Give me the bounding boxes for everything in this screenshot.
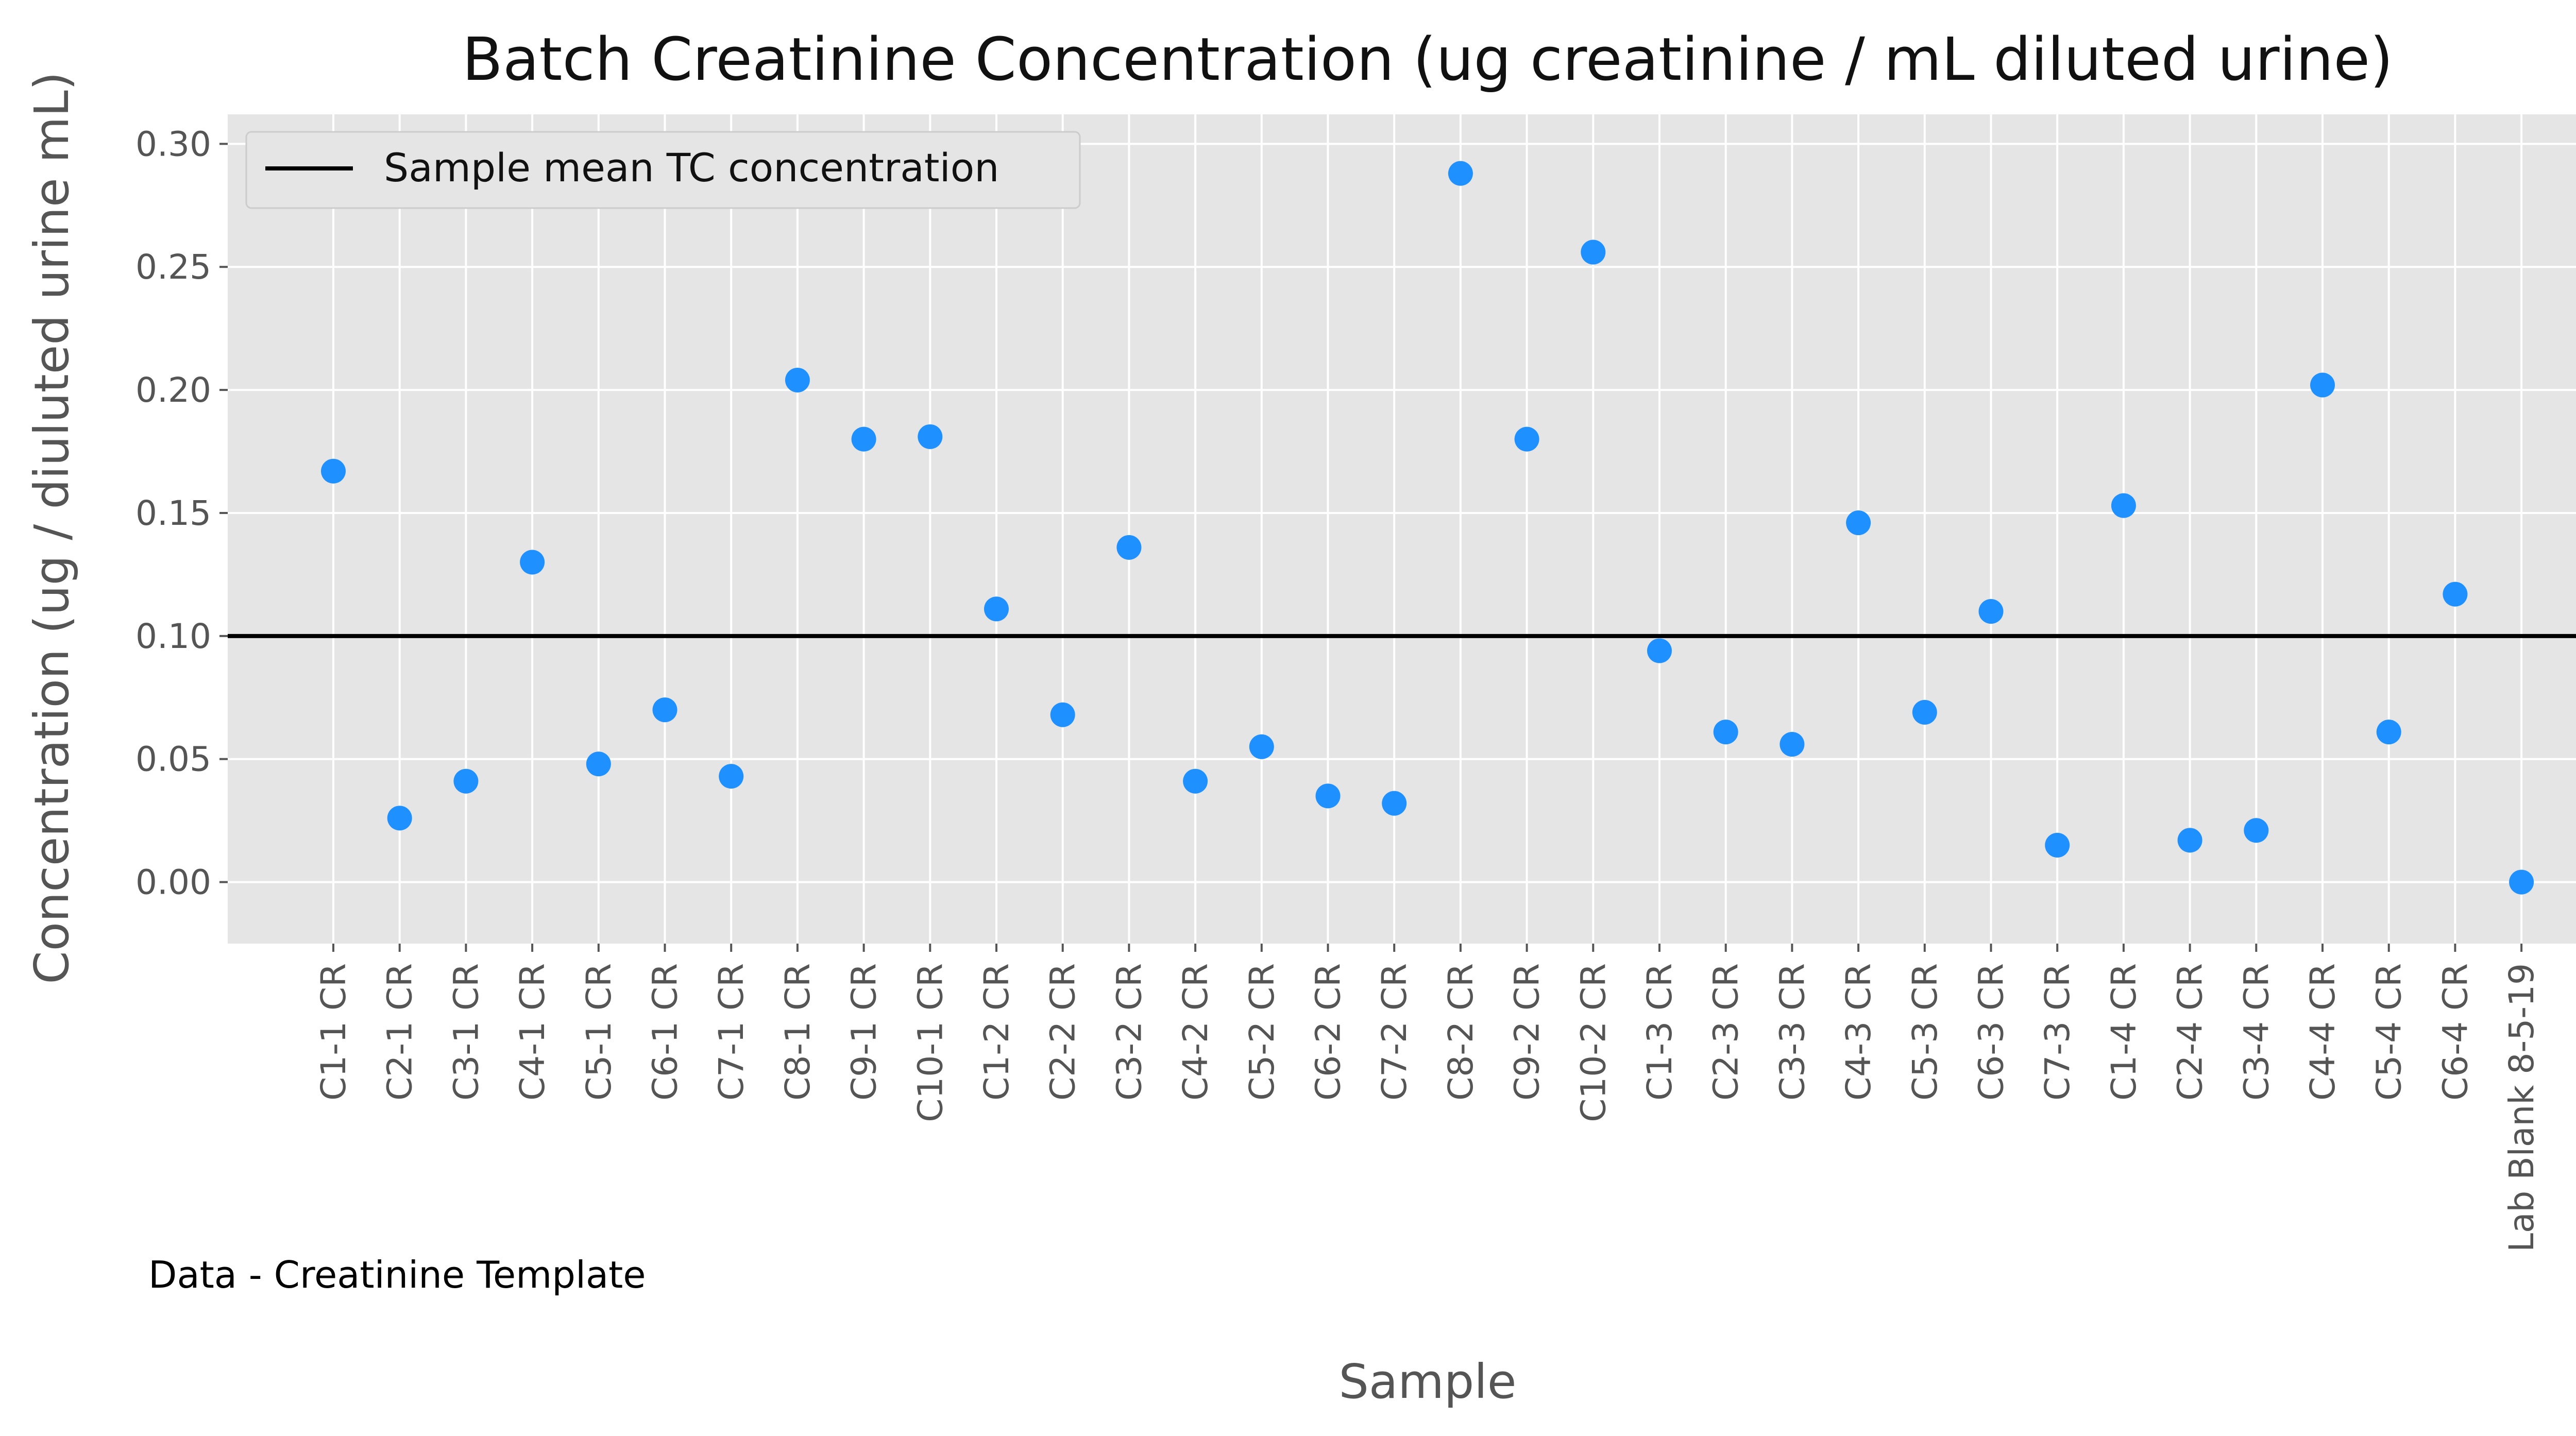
legend-box <box>245 131 1081 209</box>
y-tick-label: 0.00 <box>135 863 211 902</box>
x-axis-ticks: C1-1 CR C2-1 CR C3-1 CR C4-1 CR C5-1 CR C6-1 … <box>314 944 2541 1252</box>
data-point <box>1448 161 1473 186</box>
y-tick-label: 0.15 <box>135 493 211 533</box>
x-tick-label: C4-4 CR <box>2303 963 2343 1101</box>
data-point <box>1514 426 1539 452</box>
x-tick-label: C10-2 CR <box>1573 963 1613 1122</box>
x-tick-label: C5-1 CR <box>579 963 619 1101</box>
data-point <box>1647 638 1672 663</box>
data-point <box>1978 599 2004 624</box>
data-point <box>586 751 611 777</box>
data-point <box>1315 783 1341 809</box>
data-points <box>321 161 2534 895</box>
data-point <box>984 596 1009 622</box>
data-point <box>321 458 346 484</box>
x-tick-label: C3-4 CR <box>2236 963 2276 1101</box>
data-point <box>1912 699 1937 725</box>
y-axis-title: Concentration (ug / diuluted urine mL) <box>24 72 79 984</box>
x-tick-label: C9-2 CR <box>1507 963 1547 1101</box>
x-tick-label: C4-2 CR <box>1176 963 1215 1101</box>
data-point <box>1780 732 1805 757</box>
x-tick-label: C6-1 CR <box>646 963 685 1101</box>
data-point <box>2509 869 2534 895</box>
x-tick-label: Lab Blank 8-5-19 <box>2502 963 2541 1252</box>
y-tick-label: 0.10 <box>135 617 211 656</box>
y-tick-label: 0.20 <box>135 370 211 410</box>
data-point <box>2177 828 2202 853</box>
x-tick-label: C6-2 CR <box>1309 963 1348 1101</box>
x-tick-label: C1-1 CR <box>314 963 353 1101</box>
x-tick-label: C3-2 CR <box>1109 963 1149 1101</box>
data-point <box>520 550 545 575</box>
legend-label: Sample mean TC concentration <box>384 145 999 191</box>
x-tick-label: C7-1 CR <box>711 963 751 1101</box>
x-tick-label: C5-2 CR <box>1242 963 1282 1101</box>
x-tick-label: C6-4 CR <box>2435 963 2475 1101</box>
x-tick-label: C7-2 CR <box>1375 963 1414 1101</box>
y-tick-label: 0.30 <box>135 124 211 164</box>
x-tick-label: C2-3 CR <box>1706 963 1746 1101</box>
x-tick-label: C2-1 CR <box>380 963 420 1101</box>
data-point <box>1249 734 1274 759</box>
x-tick-label: C1-2 CR <box>977 963 1016 1101</box>
x-tick-label: C4-3 CR <box>1839 963 1878 1101</box>
data-point <box>1116 535 1142 560</box>
plot-area <box>228 114 2576 944</box>
x-tick-label: C5-4 CR <box>2369 963 2409 1101</box>
data-point <box>851 426 876 452</box>
y-tick-label: 0.05 <box>135 740 211 779</box>
x-tick-label: C3-3 CR <box>1772 963 1812 1101</box>
data-point <box>453 768 479 794</box>
y-axis-ticks: 0.00 0.05 0.10 0.15 0.20 0.25 0.30 <box>135 124 228 902</box>
data-point <box>719 764 744 789</box>
legend: Sample mean TC concentration <box>245 131 1081 209</box>
x-tick-label: C2-2 CR <box>1043 963 1083 1101</box>
x-tick-label: C10-1 CR <box>910 963 950 1122</box>
data-point <box>918 424 943 449</box>
data-point <box>785 367 810 392</box>
annotation-text: Data - Creatinine Template <box>148 1253 646 1296</box>
data-point <box>1050 702 1075 727</box>
x-tick-label: C7-3 CR <box>2038 963 2077 1101</box>
x-tick-label: C8-1 CR <box>778 963 818 1101</box>
x-tick-label: C2-4 CR <box>2171 963 2210 1101</box>
x-axis-title: Sample <box>1339 1354 1517 1409</box>
x-tick-label: C8-2 CR <box>1441 963 1481 1101</box>
data-point <box>1713 720 1738 745</box>
x-tick-label: C1-4 CR <box>2104 963 2144 1101</box>
data-point <box>2376 720 2401 745</box>
data-point <box>1581 240 1606 265</box>
chart-title: Batch Creatinine Concentration (ug creat… <box>462 25 2393 94</box>
data-point <box>2111 493 2136 518</box>
y-tick-label: 0.25 <box>135 247 211 287</box>
data-point <box>2443 582 2468 607</box>
data-point <box>2045 832 2070 858</box>
data-point <box>1846 510 1871 536</box>
data-point <box>2310 372 2335 398</box>
x-tick-label: C4-1 CR <box>513 963 552 1101</box>
x-tick-label: C5-3 CR <box>1905 963 1945 1101</box>
data-point <box>1382 791 1407 816</box>
data-point <box>2244 818 2269 843</box>
x-tick-label: C9-1 CR <box>844 963 884 1101</box>
x-tick-label: C3-1 CR <box>446 963 486 1101</box>
data-point <box>1183 768 1208 794</box>
data-point <box>387 806 412 831</box>
data-point <box>652 697 677 723</box>
x-tick-label: C1-3 CR <box>1640 963 1680 1101</box>
x-tick-label: C6-3 CR <box>1972 963 2011 1101</box>
